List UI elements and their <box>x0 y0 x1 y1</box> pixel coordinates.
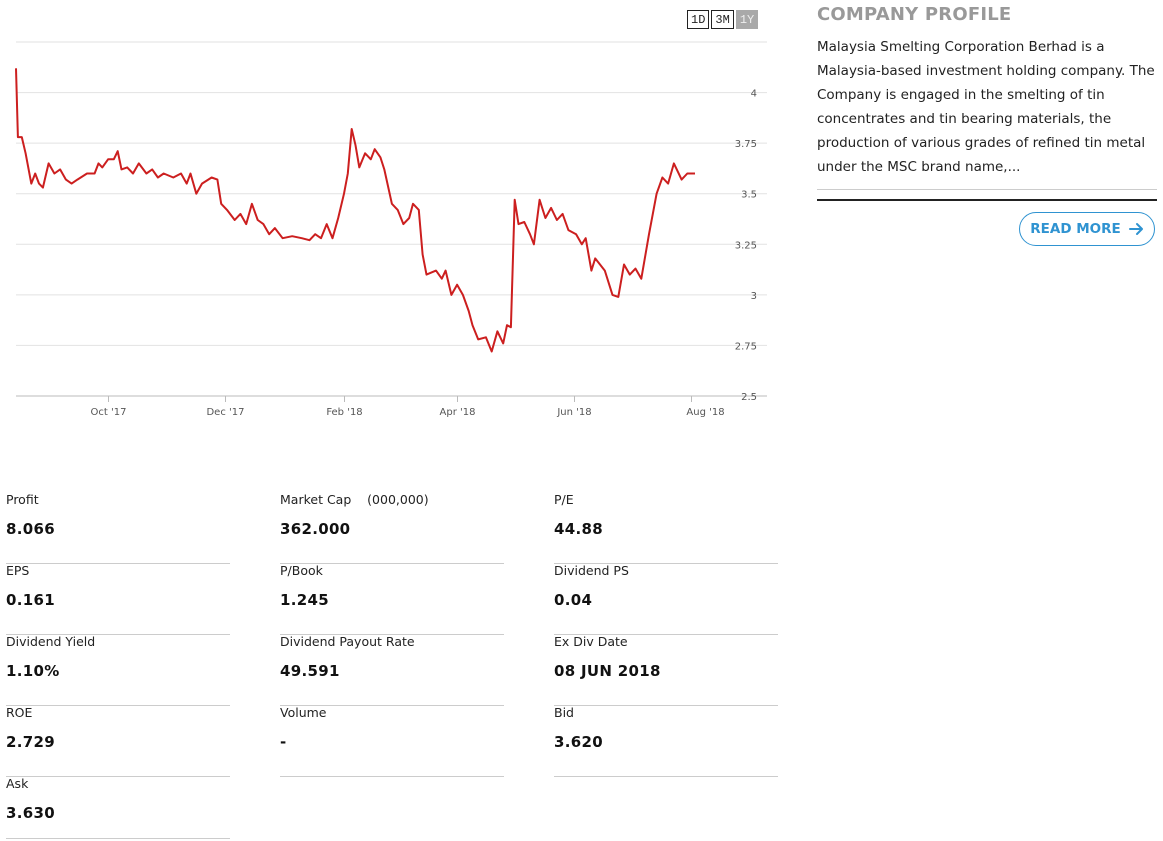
stat-label: Dividend PS <box>554 563 629 578</box>
stat-value: 08 JUN 2018 <box>554 662 661 680</box>
stat-eps: EPS 0.161 <box>6 563 230 635</box>
x-tick-label: Feb '18 <box>326 407 362 418</box>
x-tick-label: Apr '18 <box>440 407 476 418</box>
x-axis: Oct '17 Dec '17 Feb '18 Apr '18 Jun '18 Aug '… <box>91 396 725 418</box>
stat-label: Volume <box>280 705 327 720</box>
range-selector: 1D 3M 1Y <box>687 10 759 29</box>
stat-label: Dividend Payout Rate <box>280 634 415 649</box>
divider <box>817 189 1157 190</box>
read-more-label: READ MORE <box>1030 221 1121 237</box>
company-profile: COMPANY PROFILE Malaysia Smelting Corpor… <box>817 4 1157 246</box>
stat-volume: Volume - <box>280 705 504 777</box>
y-tick-label: 3.75 <box>735 139 757 150</box>
range-1d-button[interactable]: 1D <box>687 10 710 29</box>
range-3m-button[interactable]: 3M <box>711 10 734 29</box>
stat-value: 2.729 <box>6 733 55 751</box>
stat-label: Ex Div Date <box>554 634 628 649</box>
y-tick-label: 3 <box>751 291 757 302</box>
y-tick-label: 2.5 <box>741 392 757 403</box>
arrow-right-icon <box>1128 223 1143 235</box>
stat-market-cap: Market Cap (000,000) 362.000 <box>280 492 504 564</box>
price-chart: 2.5 2.75 3 3.25 3.5 3.75 4 Oct '17 Dec '17 Feb '… <box>15 41 767 418</box>
stat-ask: Ask 3.630 <box>6 776 230 839</box>
stat-value: 49.591 <box>280 662 340 680</box>
stat-label: Ask <box>6 776 29 791</box>
y-tick-label: 4 <box>751 89 757 100</box>
stat-value: 3.620 <box>554 733 603 751</box>
chart-grid <box>16 41 767 397</box>
stat-label: EPS <box>6 563 30 578</box>
y-tick-label: 3.5 <box>741 190 757 201</box>
stat-label: P/Book <box>280 563 323 578</box>
stat-value: 362.000 <box>280 520 351 538</box>
profile-title-light: COMPANY <box>817 4 919 25</box>
divider <box>817 199 1157 201</box>
stat-label: Dividend Yield <box>6 634 96 649</box>
stat-label: Profit <box>6 492 39 507</box>
stat-bid: Bid 3.620 <box>554 705 778 777</box>
stat-value: - <box>280 733 287 751</box>
stat-dividend-payout-rate: Dividend Payout Rate 49.591 <box>280 634 504 706</box>
x-tick-label: Dec '17 <box>206 407 244 418</box>
range-1y-button[interactable]: 1Y <box>735 10 759 29</box>
stat-roe: ROE 2.729 <box>6 705 230 777</box>
stat-label: Market Cap (000,000) <box>280 492 429 507</box>
stat-value: 1.10% <box>6 662 60 680</box>
profile-title: COMPANY PROFILE <box>817 4 1157 26</box>
stat-value: 1.245 <box>280 591 329 609</box>
profile-description: Malaysia Smelting Corporation Berhad is … <box>817 39 1155 175</box>
stat-label: Bid <box>554 705 574 720</box>
y-tick-label: 2.75 <box>735 341 757 352</box>
stat-p-book: P/Book 1.245 <box>280 563 504 635</box>
x-tick-label: Oct '17 <box>91 407 127 418</box>
stat-ex-div-date: Ex Div Date 08 JUN 2018 <box>554 634 778 706</box>
y-tick-label: 3.25 <box>735 240 757 251</box>
stat-value: 44.88 <box>554 520 603 538</box>
stat-dividend-yield: Dividend Yield 1.10% <box>6 634 230 706</box>
profile-title-bold: PROFILE <box>924 4 1012 25</box>
stat-value: 3.630 <box>6 804 55 822</box>
stat-dividend-ps: Dividend PS 0.04 <box>554 563 778 635</box>
price-line-layer <box>15 68 695 353</box>
stat-value: 0.04 <box>554 591 593 609</box>
stat-pe: P/E 44.88 <box>554 492 778 564</box>
price-line <box>15 68 695 353</box>
read-more-button[interactable]: READ MORE <box>1019 212 1155 246</box>
stat-value: 8.066 <box>6 520 55 538</box>
stat-profit: Profit 8.066 <box>6 492 230 564</box>
x-tick-label: Aug '18 <box>686 407 724 418</box>
y-axis: 2.5 2.75 3 3.25 3.5 3.75 4 <box>735 89 757 403</box>
stat-label: P/E <box>554 492 574 507</box>
x-tick-label: Jun '18 <box>556 407 591 418</box>
stat-value: 0.161 <box>6 591 55 609</box>
stat-label: ROE <box>6 705 33 720</box>
